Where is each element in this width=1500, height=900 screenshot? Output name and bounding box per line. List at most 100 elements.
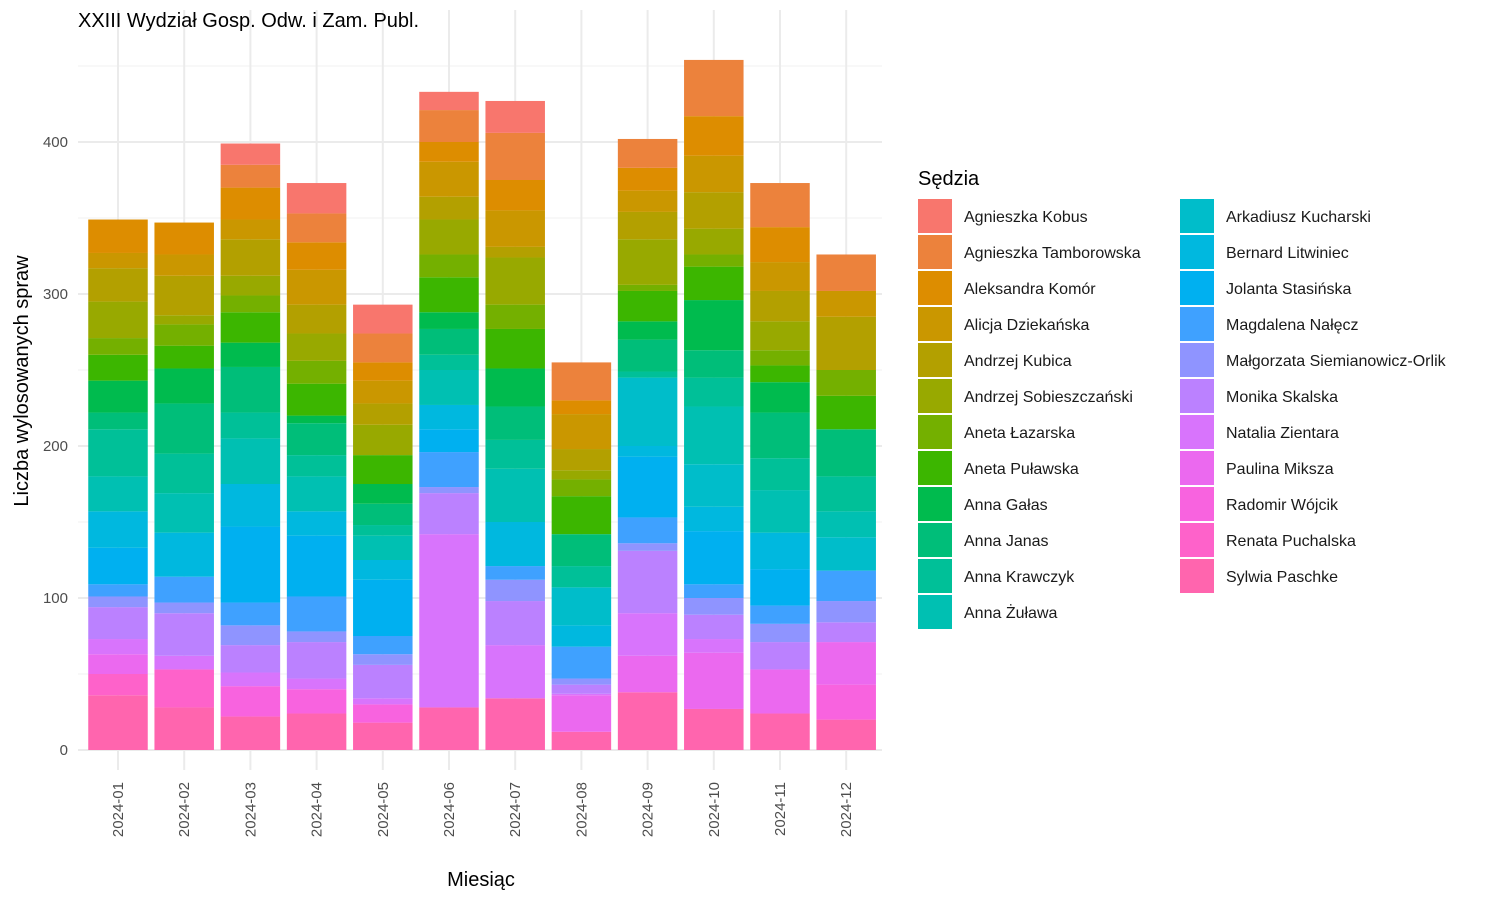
bar-segment bbox=[286, 713, 347, 750]
bar-segment bbox=[220, 164, 281, 188]
legend-key bbox=[918, 451, 952, 485]
bar-segment bbox=[684, 464, 744, 507]
bar-segment bbox=[220, 219, 281, 240]
bar-segment bbox=[353, 503, 413, 526]
bar-segment bbox=[220, 366, 281, 413]
legend-label: Paulina Miksza bbox=[1226, 461, 1334, 478]
legend-key bbox=[918, 379, 952, 413]
legend-key bbox=[918, 343, 952, 377]
bar-segment bbox=[485, 645, 545, 699]
legend-key bbox=[1180, 379, 1214, 413]
bar-segment bbox=[419, 452, 479, 488]
bar-segment bbox=[419, 487, 479, 494]
bar-segment bbox=[419, 312, 479, 329]
bar-segment bbox=[551, 479, 612, 497]
bar-segment bbox=[551, 695, 612, 732]
x-tick-label: 2024-02 bbox=[176, 782, 193, 837]
bar-segment bbox=[750, 227, 810, 263]
bar-segment bbox=[684, 598, 744, 615]
bar-segment bbox=[419, 219, 479, 255]
bar-segment bbox=[551, 496, 612, 535]
bar-segment bbox=[353, 455, 413, 484]
y-axis-ticks: 0 100 200 300 400 bbox=[43, 134, 68, 759]
bar-segment bbox=[286, 423, 347, 456]
bar-segment bbox=[684, 406, 744, 465]
bar-segment bbox=[154, 275, 214, 316]
bar-segment bbox=[220, 686, 281, 717]
legend-item: Monika Skalska bbox=[1180, 379, 1338, 413]
bar-segment bbox=[220, 295, 281, 313]
bar-segment bbox=[419, 91, 479, 111]
legend-key bbox=[918, 559, 952, 593]
legend-key bbox=[1180, 415, 1214, 449]
bar-segment bbox=[684, 652, 744, 709]
bar-segment bbox=[220, 412, 281, 439]
bar-segment bbox=[551, 646, 612, 679]
bar-segment bbox=[220, 625, 281, 646]
bar-segment bbox=[750, 183, 810, 228]
bar-segment bbox=[353, 698, 413, 705]
bar-segment bbox=[286, 678, 347, 690]
bar-segment bbox=[88, 412, 148, 430]
bar-segment bbox=[286, 183, 347, 214]
bar-segment bbox=[286, 333, 347, 361]
bar-segment bbox=[220, 602, 281, 626]
bar-segment bbox=[684, 192, 744, 229]
bar-segment bbox=[88, 219, 148, 253]
bar-segment bbox=[485, 328, 545, 369]
bar-segment bbox=[750, 532, 810, 570]
bar-segment bbox=[485, 100, 545, 133]
bar-segment bbox=[88, 547, 148, 585]
bar-segment bbox=[750, 365, 810, 383]
bar-segment bbox=[353, 654, 413, 665]
bar-segment bbox=[88, 338, 148, 355]
bar-segment bbox=[353, 722, 413, 750]
bar-segment bbox=[419, 142, 479, 162]
legend-label: Andrzej Sobieszczański bbox=[964, 389, 1133, 406]
legend-key bbox=[1180, 271, 1214, 305]
legend-label: Jolanta Stasińska bbox=[1226, 281, 1352, 298]
legend-key bbox=[918, 523, 952, 557]
bar-segment bbox=[551, 566, 612, 588]
bar-segment bbox=[485, 579, 545, 602]
bar-segment bbox=[419, 370, 479, 405]
legend-key bbox=[1180, 307, 1214, 341]
legend-item: Natalia Zientara bbox=[1180, 415, 1339, 449]
legend-label: Aneta Puławska bbox=[964, 461, 1079, 478]
bar-segment bbox=[551, 400, 612, 415]
bar-segment bbox=[286, 596, 347, 632]
bar-segment bbox=[617, 517, 678, 544]
bar-segment bbox=[353, 403, 413, 425]
bar-segment bbox=[220, 143, 281, 165]
bar-segment bbox=[88, 380, 148, 413]
bar-segment bbox=[684, 584, 744, 598]
bar-segment bbox=[750, 321, 810, 351]
bar-segment bbox=[684, 254, 744, 267]
bar-segment bbox=[617, 613, 678, 656]
bar-segment bbox=[154, 613, 214, 656]
bar-segment bbox=[551, 534, 612, 567]
legend-label: Anna Krawczyk bbox=[964, 569, 1075, 586]
bar-segment bbox=[750, 412, 810, 459]
bar-segment bbox=[154, 403, 214, 454]
bar-segment bbox=[88, 268, 148, 302]
bar-segment bbox=[286, 213, 347, 243]
x-tick-label: 2024-10 bbox=[706, 782, 723, 837]
bar-segment bbox=[485, 180, 545, 211]
bar-segment bbox=[816, 370, 876, 396]
legend-title: Sędzia bbox=[918, 168, 980, 190]
bar-segment bbox=[485, 522, 545, 567]
legend-key bbox=[1180, 559, 1214, 593]
bar-segment bbox=[750, 262, 810, 291]
legend-item: Aneta Puławska bbox=[918, 451, 1079, 485]
bar-segment bbox=[286, 476, 347, 512]
bar-segment bbox=[220, 484, 281, 527]
legend-label: Alicja Dziekańska bbox=[964, 317, 1089, 334]
bar-segment bbox=[419, 707, 479, 750]
y-tick-label: 400 bbox=[43, 134, 68, 151]
legend-item: Paulina Miksza bbox=[1180, 451, 1334, 485]
x-axis-ticks: 2024-01 2024-02 2024-03 2024-04 2024-05 2024-… bbox=[110, 782, 855, 837]
legend-label: Renata Puchalska bbox=[1226, 533, 1356, 550]
bar-segment bbox=[617, 339, 678, 372]
bar-segment bbox=[286, 415, 347, 424]
